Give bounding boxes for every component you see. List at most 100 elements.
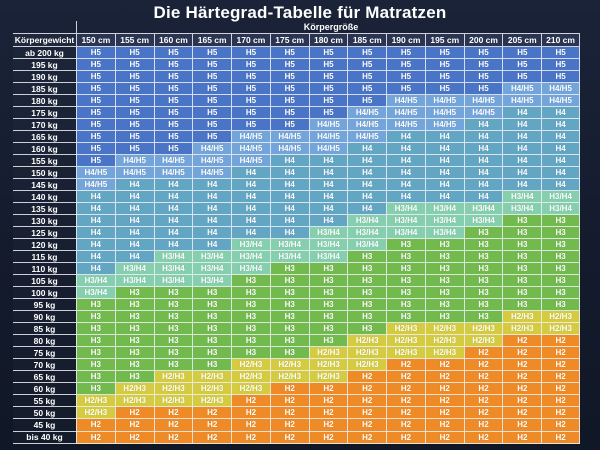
grade-cell: H4/H5 — [424, 107, 464, 120]
row-label-weight: 95 kg — [13, 299, 76, 312]
grade-cell: H2 — [153, 407, 193, 420]
grade-cell: H4 — [76, 215, 115, 228]
row-label-weight: 100 kg — [13, 287, 76, 300]
row-label-weight: 90 kg — [13, 311, 76, 324]
grade-cell: H2/H3 — [347, 359, 387, 372]
page-title: Die Härtegrad-Tabelle für Matratzen — [153, 3, 447, 22]
col-header-height: 200 cm — [463, 33, 503, 47]
grade-cell: H2 — [153, 431, 193, 444]
grade-cell: H3/H4 — [153, 251, 193, 264]
grade-cell: H5 — [114, 107, 154, 120]
grade-cell: H3/H4 — [463, 215, 503, 228]
grade-cell: H4/H5 — [347, 119, 387, 132]
grade-cell: H4 — [269, 179, 309, 192]
grade-cell: H3 — [308, 299, 348, 312]
row-label-weight: 140 kg — [13, 191, 76, 204]
grade-cell: H4/H5 — [192, 155, 232, 168]
grade-cell: H3 — [76, 311, 115, 324]
grade-cell: H5 — [269, 119, 309, 132]
grade-cell: H2/H3 — [347, 335, 387, 348]
row-label-weight: 50 kg — [13, 407, 76, 420]
grade-cell: H5 — [192, 71, 232, 84]
grade-cell: H5 — [231, 59, 270, 72]
grade-cell: H4 — [153, 203, 193, 216]
grade-cell: H5 — [269, 107, 309, 120]
row-label-weight: 195 kg — [13, 59, 76, 72]
grade-cell: H3/H4 — [463, 203, 503, 216]
grade-cell: H3 — [231, 275, 270, 288]
grade-cell: H2 — [269, 395, 309, 408]
grade-cell: H3/H4 — [114, 275, 154, 288]
grade-cell: H5 — [541, 47, 580, 60]
grade-cell: H3/H4 — [308, 227, 348, 240]
grade-cell: H3/H4 — [192, 263, 232, 276]
grade-cell: H3 — [541, 227, 580, 240]
grade-cell: H3 — [386, 263, 425, 276]
grade-cell: H3 — [269, 347, 309, 360]
grade-cell: H2 — [269, 431, 309, 444]
grade-cell: H2 — [541, 407, 580, 420]
grade-cell: H2/H3 — [269, 371, 309, 384]
grade-cell: H3/H4 — [153, 263, 193, 276]
grade-cell: H3 — [424, 263, 464, 276]
grade-cell: H5 — [76, 107, 115, 120]
grade-cell: H2 — [347, 371, 387, 384]
grade-cell: H5 — [231, 119, 270, 132]
grade-cell: H4 — [424, 155, 464, 168]
grade-cell: H3 — [347, 299, 387, 312]
grade-cell: H2/H3 — [424, 347, 464, 360]
grade-cell: H2 — [308, 419, 348, 432]
grade-cell: H4 — [386, 167, 425, 180]
grade-cell: H4 — [114, 191, 154, 204]
grade-cell: H2 — [463, 395, 503, 408]
grade-cell: H4/H5 — [386, 119, 425, 132]
grade-cell: H4/H5 — [269, 143, 309, 156]
grade-cell: H5 — [308, 83, 348, 96]
grade-cell: H3 — [153, 323, 193, 336]
grade-cell: H2 — [541, 395, 580, 408]
row-label-weight: 80 kg — [13, 335, 76, 348]
grade-cell: H3/H4 — [541, 203, 580, 216]
grade-cell: H4/H5 — [269, 131, 309, 144]
grade-cell: H3 — [347, 263, 387, 276]
grade-cell: H3 — [269, 299, 309, 312]
grade-cell: H2 — [231, 395, 270, 408]
grade-cell: H4 — [192, 179, 232, 192]
col-header-height: 160 cm — [153, 33, 193, 47]
grade-cell: H4 — [502, 143, 542, 156]
grade-cell: H3/H4 — [502, 191, 542, 204]
grade-cell: H3 — [463, 263, 503, 276]
grade-cell: H3/H4 — [541, 191, 580, 204]
grade-cell: H5 — [502, 71, 542, 84]
grade-cell: H4 — [463, 179, 503, 192]
grade-cell: H4 — [347, 167, 387, 180]
grade-cell: H2/H3 — [76, 395, 115, 408]
grade-cell: H4 — [386, 155, 425, 168]
grade-cell: H5 — [269, 71, 309, 84]
grade-cell: H3/H4 — [424, 227, 464, 240]
grade-cell: H3 — [463, 311, 503, 324]
grade-cell: H2 — [386, 371, 425, 384]
grade-cell: H3 — [76, 359, 115, 372]
grade-cell: H2/H3 — [153, 371, 193, 384]
grade-cell: H5 — [76, 83, 115, 96]
grade-cell: H3 — [269, 335, 309, 348]
grade-cell: H3 — [114, 347, 154, 360]
grade-cell: H3 — [424, 251, 464, 264]
grade-cell: H2 — [502, 335, 542, 348]
grade-cell: H5 — [114, 131, 154, 144]
grade-cell: H3 — [502, 215, 542, 228]
grade-cell: H5 — [153, 59, 193, 72]
grade-cell: H3 — [347, 275, 387, 288]
grade-cell: H3 — [231, 299, 270, 312]
grade-cell: H4/H5 — [347, 131, 387, 144]
grade-cell: H4 — [153, 215, 193, 228]
grade-cell: H4 — [463, 119, 503, 132]
col-header-height: 175 cm — [269, 33, 309, 47]
col-header-height: 195 cm — [424, 33, 464, 47]
grade-cell: H2/H3 — [541, 323, 580, 336]
grade-cell: H4 — [463, 167, 503, 180]
grade-cell: H5 — [192, 119, 232, 132]
grade-cell: H5 — [424, 59, 464, 72]
grade-cell: H3 — [386, 239, 425, 252]
